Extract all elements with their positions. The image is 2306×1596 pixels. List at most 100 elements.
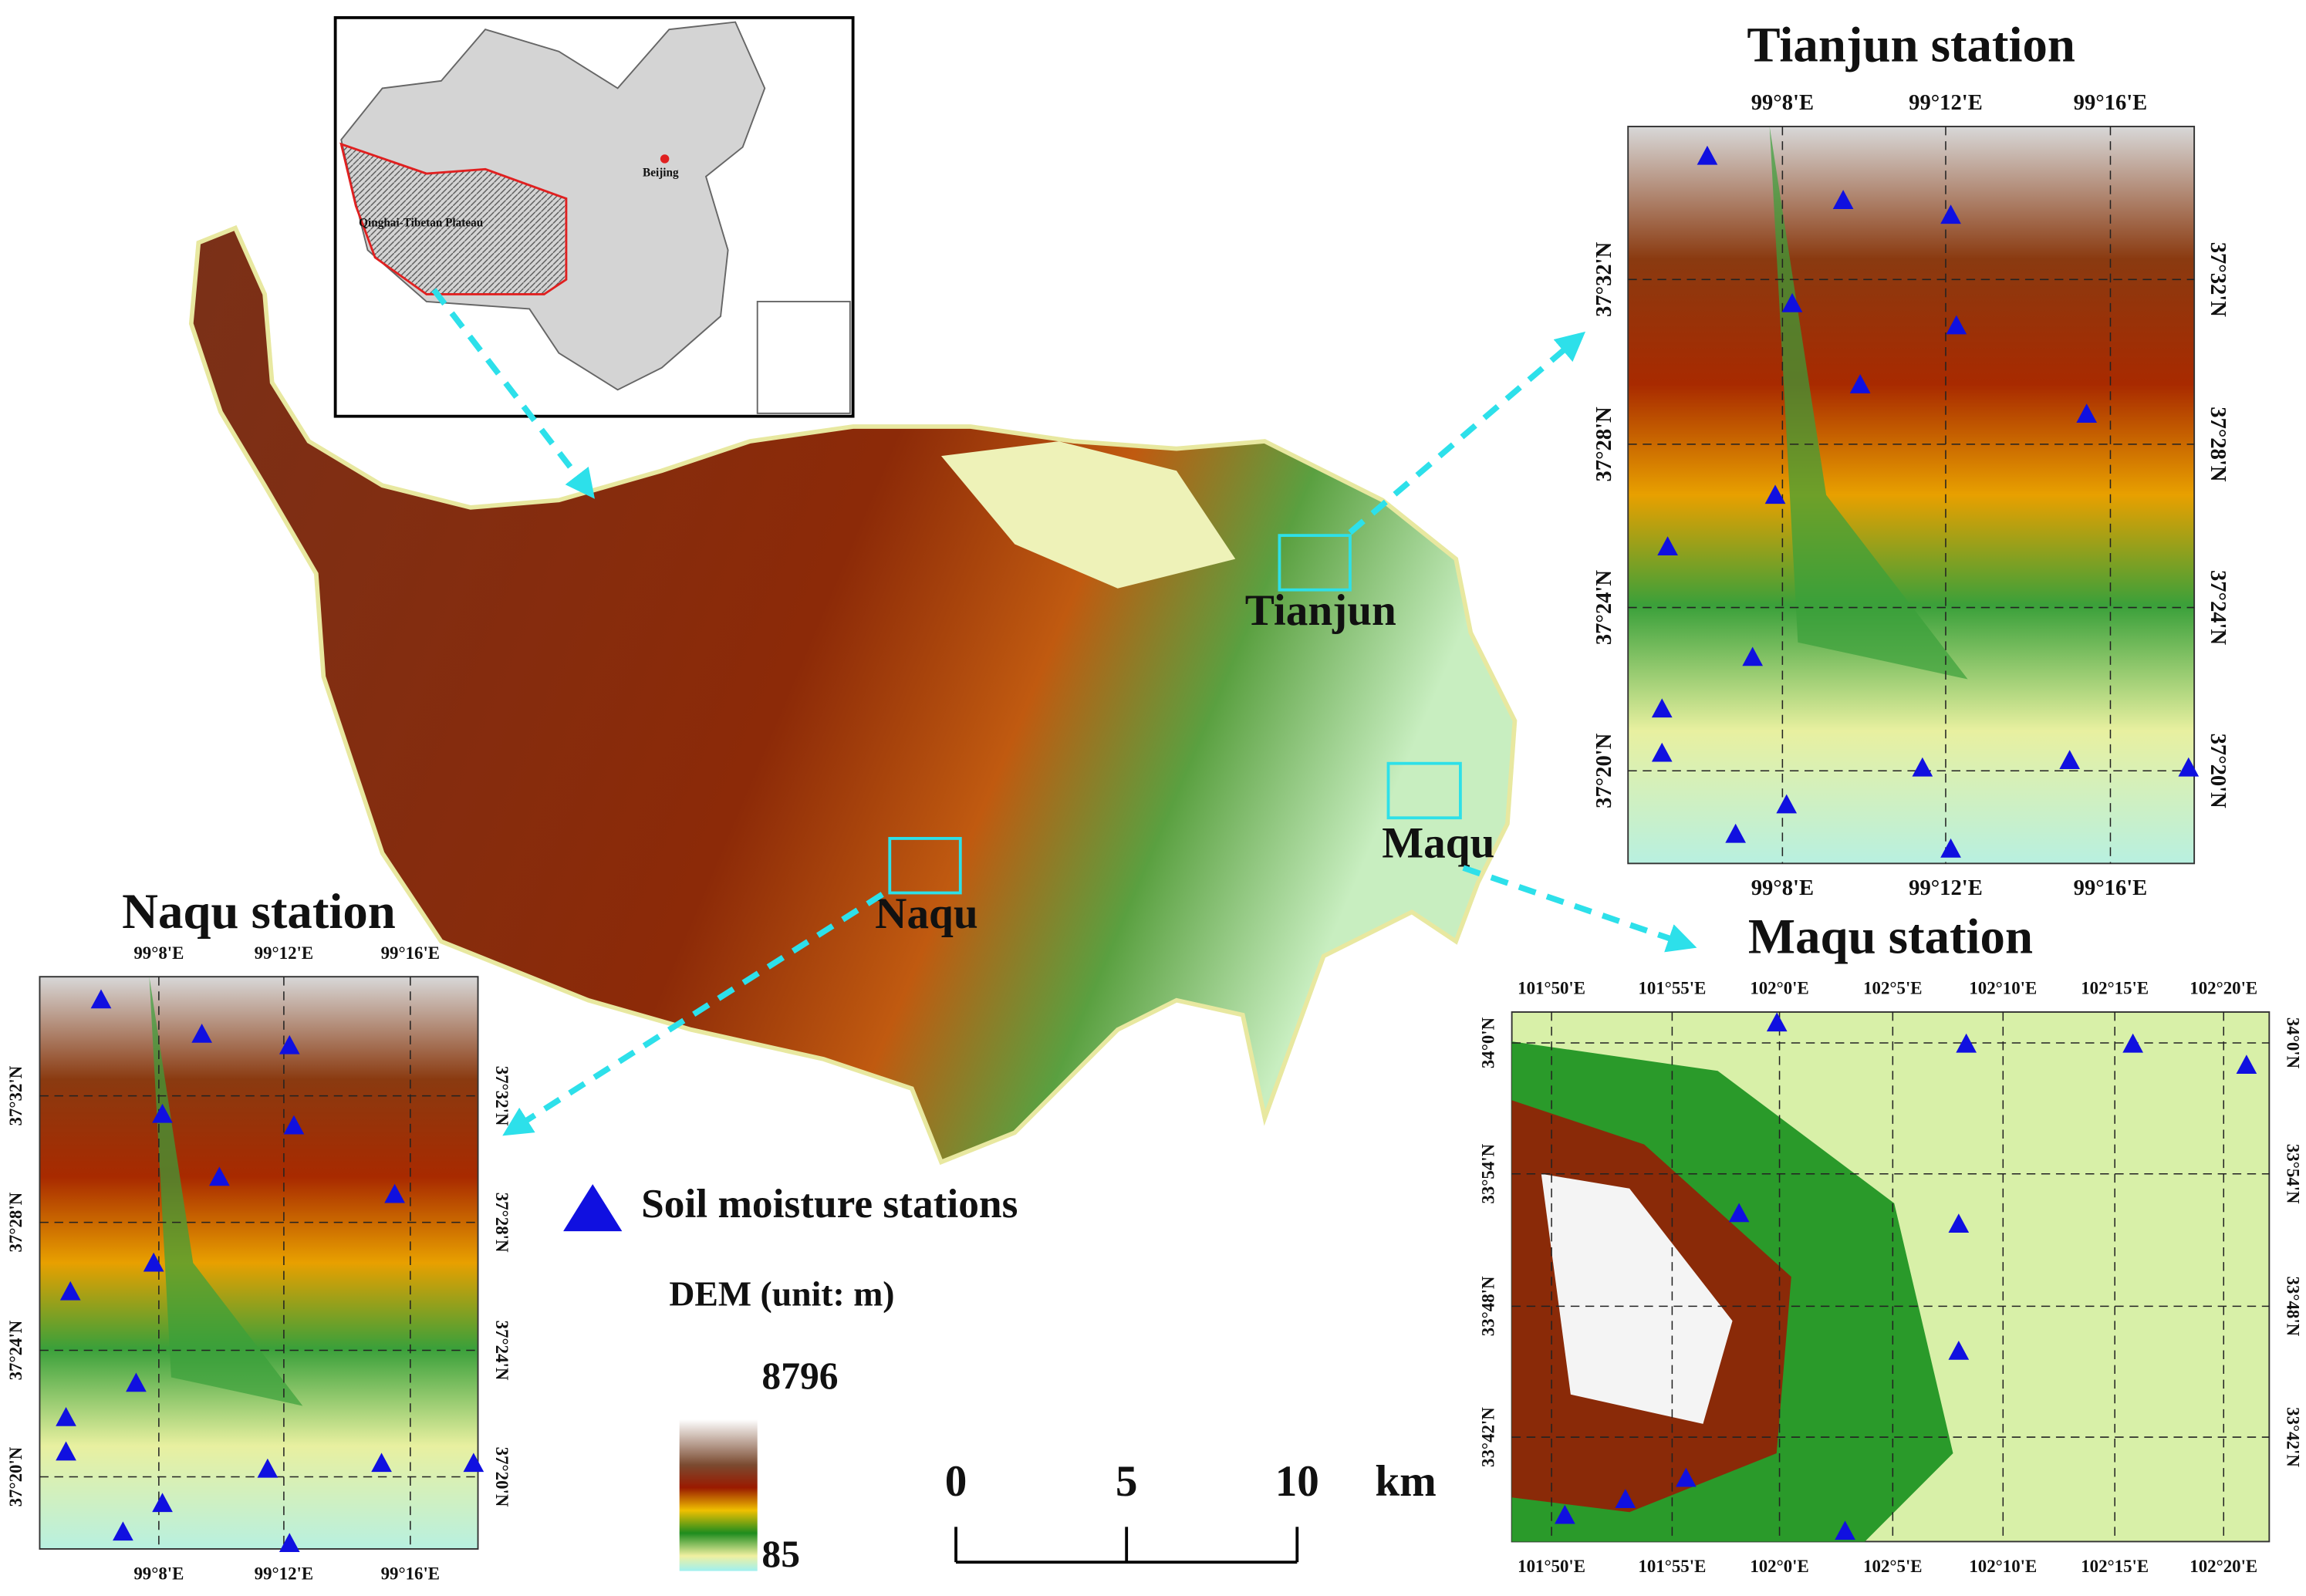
station-marker <box>126 1372 147 1392</box>
valley <box>149 977 303 1406</box>
lon-tick-label: 102°10'E <box>1969 1557 2037 1576</box>
lon-tick-label: 102°20'E <box>2190 1557 2257 1576</box>
dem-colorbar <box>679 1419 758 1571</box>
lat-tick-label: 34°0'N <box>2284 1017 2303 1069</box>
scale-label: 0 <box>945 1457 967 1506</box>
lon-tick-label: 102°0'E <box>1750 979 1808 998</box>
station-marker <box>257 1458 279 1478</box>
station-marker <box>1657 536 1678 555</box>
station-marker <box>1946 315 1967 335</box>
station-marker <box>1555 1504 1575 1524</box>
station-marker <box>1940 204 1961 224</box>
dem-max-label: 8796 <box>761 1355 838 1397</box>
site-label: Tianjun <box>1245 586 1396 635</box>
arrow <box>1348 331 1586 535</box>
snow <box>1541 1173 1733 1424</box>
station-marker <box>1766 1012 1788 1032</box>
station-marker <box>152 1103 173 1123</box>
legend-marker <box>563 1184 623 1232</box>
lon-tick-label: 99°12'E <box>255 943 313 963</box>
lat-tick-label: 37°20'N <box>492 1447 512 1507</box>
lon-tick-label: 101°50'E <box>1518 1557 1585 1576</box>
station-marker <box>1940 838 1961 858</box>
lon-tick-label: 99°16'E <box>2074 91 2148 115</box>
lon-tick-label: 102°20'E <box>2190 979 2257 998</box>
station-marker <box>113 1521 133 1541</box>
lat-tick-label: 37°24'N <box>1592 570 1616 646</box>
station-marker <box>152 1493 173 1513</box>
inset-region-label: Qinghai-Tibetan Plateau <box>359 216 484 229</box>
dem-panel <box>1627 126 2196 865</box>
lat-tick-label: 33°42'N <box>1478 1407 1497 1467</box>
lat-tick-label: 33°48'N <box>2284 1276 2303 1336</box>
lon-tick-label: 99°8'E <box>1751 91 1814 115</box>
station-marker <box>2178 757 2200 777</box>
lat-tick-label: 37°32'N <box>6 1065 25 1125</box>
plateau-dem <box>188 224 1518 1166</box>
lon-tick-label: 99°16'E <box>381 943 440 963</box>
arrow <box>1462 865 1697 953</box>
legend-label: Soil moisture stations <box>641 1180 1018 1227</box>
inset-city-label: Beijing <box>643 167 679 180</box>
lat-tick-label: 34°0'N <box>1478 1017 1497 1068</box>
station-marker <box>1776 794 1798 814</box>
scale-label: 5 <box>1116 1457 1138 1506</box>
lat-tick-label: 37°28'N <box>492 1193 512 1253</box>
lon-tick-label: 99°12'E <box>255 1564 313 1584</box>
lat-tick-label: 37°28'N <box>6 1192 25 1252</box>
lon-tick-label: 102°0'E <box>1750 1557 1808 1576</box>
lon-tick-label: 101°50'E <box>1518 979 1585 998</box>
station-marker <box>371 1453 392 1473</box>
station-marker <box>2122 1033 2143 1053</box>
station-marker <box>2059 750 2081 770</box>
scale-unit: km <box>1375 1457 1436 1506</box>
lon-tick-label: 101°55'E <box>1638 1557 1706 1576</box>
station-marker <box>1615 1489 1636 1508</box>
valley <box>1769 126 1968 680</box>
lat-tick-label: 37°32'N <box>2206 242 2230 318</box>
station-marker <box>56 1407 76 1426</box>
lat-tick-label: 33°42'N <box>2284 1407 2303 1467</box>
station-marker <box>59 1281 81 1301</box>
lat-tick-label: 37°28'N <box>1592 407 1616 482</box>
beijing-dot <box>660 154 670 164</box>
lat-tick-label: 33°54'N <box>2284 1144 2303 1204</box>
lon-tick-label: 102°10'E <box>1969 979 2037 998</box>
panel-title: Naqu station <box>122 884 396 940</box>
lon-tick-label: 102°15'E <box>2081 1557 2149 1576</box>
lon-tick-label: 101°55'E <box>1638 979 1706 998</box>
plateau-outline <box>339 142 568 295</box>
lon-tick-label: 99°8'E <box>1751 876 1814 900</box>
station-marker <box>279 1533 300 1553</box>
station-marker <box>56 1441 76 1461</box>
lon-tick-label: 99°16'E <box>2074 876 2148 900</box>
station-marker <box>1725 823 1747 843</box>
station-marker <box>1781 292 1803 312</box>
station-marker <box>191 1024 212 1043</box>
site-label: Maqu <box>1382 819 1494 868</box>
dem-panel <box>39 976 479 1550</box>
lon-tick-label: 99°16'E <box>381 1564 440 1584</box>
panel-title: Tianjun station <box>1747 18 2075 73</box>
lon-tick-label: 99°8'E <box>133 943 184 963</box>
station-marker <box>1697 145 1718 165</box>
station-marker <box>2236 1054 2257 1075</box>
arrow <box>502 892 884 1136</box>
station-marker <box>1764 484 1786 504</box>
lat-tick-label: 37°24'N <box>492 1321 512 1381</box>
tianjun-box <box>1278 534 1352 592</box>
station-marker <box>209 1166 230 1186</box>
station-marker <box>1676 1467 1697 1487</box>
dem-title: DEM (unit: m) <box>669 1274 894 1313</box>
station-marker <box>1832 190 1854 209</box>
station-marker <box>1948 1340 1970 1360</box>
lon-tick-label: 102°5'E <box>1863 1557 1922 1576</box>
lat-tick-label: 33°54'N <box>1478 1143 1497 1203</box>
station-marker <box>2076 403 2098 423</box>
station-marker <box>143 1252 164 1272</box>
qaidam-basin <box>941 441 1236 589</box>
lat-tick-label: 37°20'N <box>1592 733 1616 808</box>
lat-tick-label: 37°28'N <box>2206 407 2230 482</box>
arrow <box>431 288 595 499</box>
